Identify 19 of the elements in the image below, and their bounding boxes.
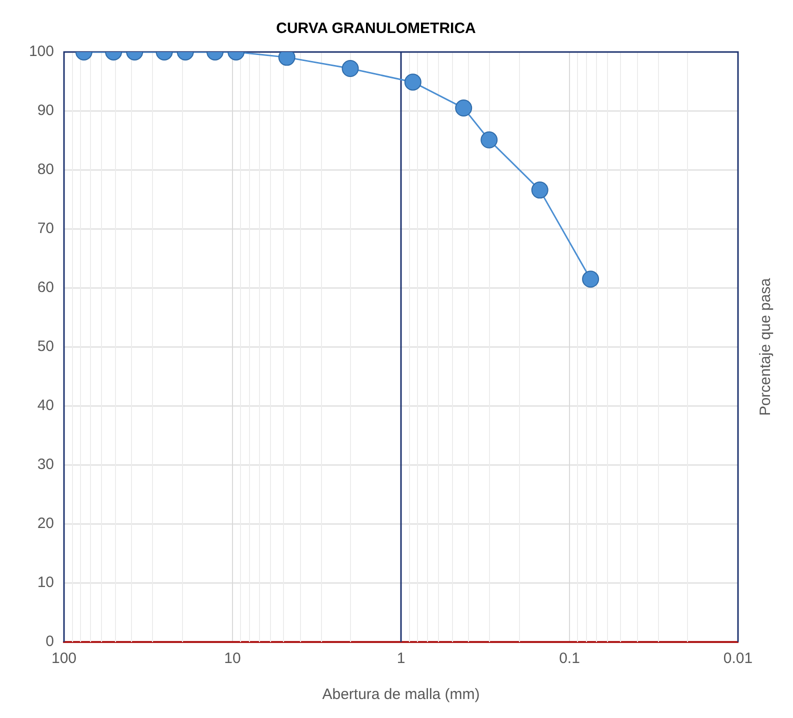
y-tick-label: 60: [37, 279, 54, 296]
x-tick-label: 0.01: [723, 650, 753, 668]
x-tick-label: 1: [396, 650, 406, 668]
y-tick-label: 50: [37, 338, 54, 356]
y-tick-label: 90: [37, 102, 54, 120]
y-tick-label: 40: [37, 397, 54, 414]
y-axis-title: Porcentaje que pasa: [757, 278, 774, 416]
x-tick-label: 100: [51, 650, 77, 668]
y-tick-label: 10: [37, 574, 54, 592]
x-tick-label: 10: [224, 650, 241, 668]
y-tick-label: 30: [37, 456, 54, 474]
x-tick-label: 0.1: [559, 650, 580, 668]
x-axis-title: Abertura de malla (mm): [322, 686, 480, 704]
y-tick-label: 100: [28, 43, 54, 60]
y-tick-label: 70: [37, 220, 54, 238]
y-tick-label: 0: [46, 633, 54, 650]
y-tick-label: 80: [37, 161, 54, 178]
chart-title: CURVA GRANULOMETRICA: [276, 20, 476, 38]
y-tick-label: 20: [37, 515, 54, 532]
